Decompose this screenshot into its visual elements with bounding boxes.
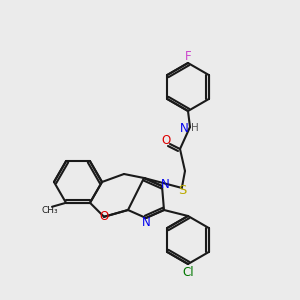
Text: CH₃: CH₃ [42, 206, 58, 215]
Text: N: N [180, 122, 188, 134]
Text: F: F [185, 50, 191, 62]
Text: N: N [160, 178, 169, 190]
Text: O: O [99, 210, 109, 223]
Text: S: S [178, 184, 186, 197]
Text: N: N [142, 215, 150, 229]
Text: Cl: Cl [182, 266, 194, 278]
Text: O: O [161, 134, 171, 148]
Text: H: H [191, 123, 199, 133]
